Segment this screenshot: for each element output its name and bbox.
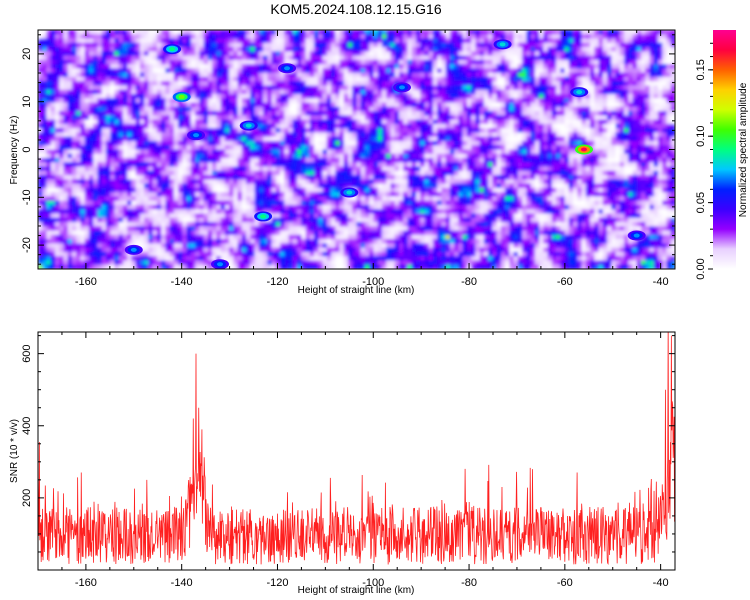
heatmap-hotspot-peak: [581, 147, 587, 152]
snr-x-axis: -160 -140 -120 -100 -80 -60 -40: [37, 332, 669, 589]
heatmap-y-axis: -20 -10 0 10 20: [21, 34, 675, 265]
colorbar-tick-label: 0.10: [695, 126, 707, 147]
x-tick-label: -80: [461, 577, 477, 589]
snr-x-axis-title: Height of straight line (km): [298, 585, 415, 596]
heatmap-hotspot-peak: [130, 247, 137, 252]
chart-title: KOM5.2024.108.12.15.G16: [270, 1, 441, 17]
x-tick-label: -160: [75, 577, 97, 589]
y-tick-label: -20: [21, 237, 33, 253]
heatmap-x-axis-title: Height of straight line (km): [298, 285, 415, 296]
y-tick-label: 0: [21, 146, 33, 152]
colorbar: 0.00 0.05 0.10 0.15 Normalized spectral amp…: [695, 30, 749, 280]
x-tick-label: -60: [557, 276, 573, 288]
x-tick-label: -80: [461, 276, 477, 288]
heatmap-hotspot-peak: [245, 123, 252, 128]
y-tick-label: 20: [21, 48, 33, 60]
heatmap-hotspot-peak: [260, 214, 267, 219]
x-tick-label: -120: [266, 276, 288, 288]
y-tick-label: 200: [21, 489, 33, 507]
y-tick-label: 400: [21, 417, 33, 435]
snr-frame: [37, 331, 676, 571]
colorbar-gradient: [713, 30, 736, 269]
colorbar-tick-label: 0.15: [695, 59, 707, 80]
x-tick-label: -40: [653, 276, 669, 288]
heatmap-hotspot-peak: [284, 66, 291, 71]
x-tick-label: -120: [266, 577, 288, 589]
heatmap-field: [38, 30, 675, 269]
x-tick-label: -100: [362, 276, 384, 288]
heatmap-y-axis-title: Frequency (Hz): [9, 116, 20, 185]
heatmap-hotspot-peak: [399, 85, 405, 90]
heatmap-hotspot-peak: [633, 233, 640, 238]
colorbar-axis: 0.00 0.05 0.10 0.15: [695, 42, 713, 280]
y-tick-label: -10: [21, 189, 33, 205]
heatmap-hotspot-peak: [576, 90, 583, 95]
x-tick-label: -160: [75, 276, 97, 288]
x-tick-label: -60: [557, 577, 573, 589]
y-tick-label: 10: [21, 96, 33, 108]
snr-plot-area: [38, 332, 675, 565]
heatmap-hotspot-peak: [178, 94, 185, 99]
x-tick-label: -140: [171, 276, 193, 288]
heatmap-plot-area: [38, 30, 675, 269]
heatmap-hotspot-peak: [193, 133, 200, 138]
x-tick-label: -100: [362, 577, 384, 589]
heatmap-hotspot-peak: [499, 42, 506, 47]
heatmap-hotspot-peak: [169, 47, 176, 52]
colorbar-title: Normalized spectral amplitude: [738, 82, 749, 217]
snr-y-axis-title: SNR (10 * v/v): [9, 419, 20, 483]
heatmap-hotspot-peak: [217, 262, 223, 267]
y-tick-label: 600: [21, 344, 33, 362]
heatmap-hotspot-peak: [346, 190, 353, 195]
x-tick-label: -140: [171, 577, 193, 589]
colorbar-tick-label: 0.00: [695, 258, 707, 279]
snr-y-axis: 200 400 600: [21, 335, 675, 553]
heatmap-x-axis: -160 -140 -120 -100 -80 -60 -40: [37, 30, 669, 288]
colorbar-tick-label: 0.05: [695, 192, 707, 213]
snr-series-line: [38, 332, 675, 565]
snr-panel: -160 -140 -120 -100 -80 -60 -40 200 400 600 Heig…: [9, 331, 676, 596]
x-tick-label: -40: [653, 577, 669, 589]
